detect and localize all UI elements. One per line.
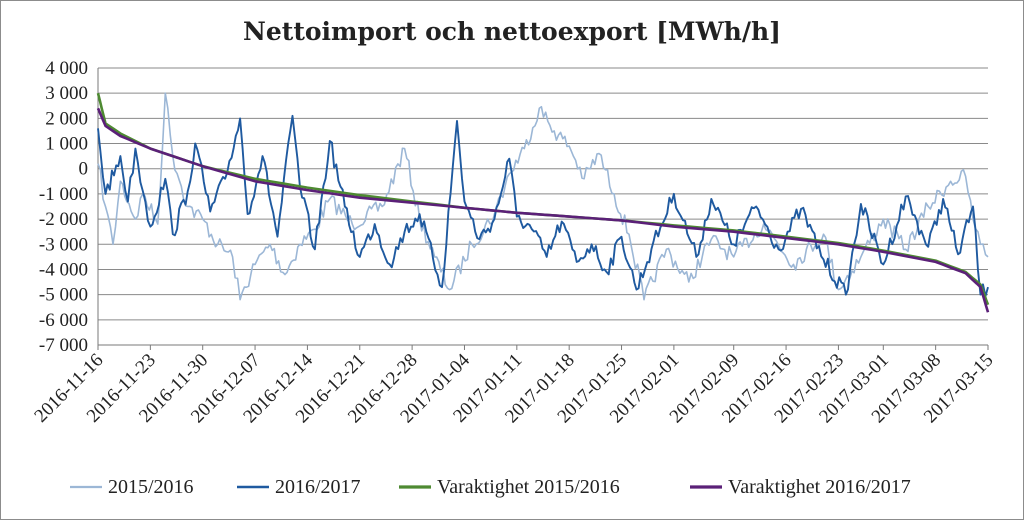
y-axis: 4 000 3 000 2 000 1 000 0 -1 000 -2 000 -3 000 -… <box>39 58 88 356</box>
legend-entry: 2016/2017 <box>275 476 361 498</box>
series-lines <box>96 92 990 313</box>
y-tick-label: 1 000 <box>45 134 88 155</box>
legend: 2015/2016 2016/2017 Varaktighet 2015/2016 V… <box>70 476 911 498</box>
series-line-2 <box>97 114 989 298</box>
y-tick-label: -2 000 <box>39 209 88 230</box>
y-tick-label: 0 <box>79 159 89 180</box>
y-tick-label: -6 000 <box>39 310 88 331</box>
legend-entry: 2015/2016 <box>108 476 194 498</box>
y-tick-label: -7 000 <box>39 335 88 356</box>
y-tick-label: -1 000 <box>39 184 88 205</box>
legend-entry: Varaktighet 2015/2016 <box>437 476 620 498</box>
x-axis: 2016-11-162016-11-232016-11-302016-12-07… <box>30 345 998 427</box>
y-tick-label: 3 000 <box>45 83 88 104</box>
chart-title: Nettoimport och nettoexport [MWh/h] <box>243 17 781 46</box>
grid-lines <box>97 67 988 346</box>
legend-entry: Varaktighet 2016/2017 <box>728 476 911 498</box>
y-tick-label: -3 000 <box>39 234 88 255</box>
series-line-4 <box>96 107 990 313</box>
y-tick-label: 4 000 <box>45 58 88 79</box>
series-line-1 <box>97 92 989 301</box>
y-tick-label: 2 000 <box>45 108 88 129</box>
y-tick-label: -4 000 <box>39 259 88 280</box>
y-tick-label: -5 000 <box>39 285 88 306</box>
